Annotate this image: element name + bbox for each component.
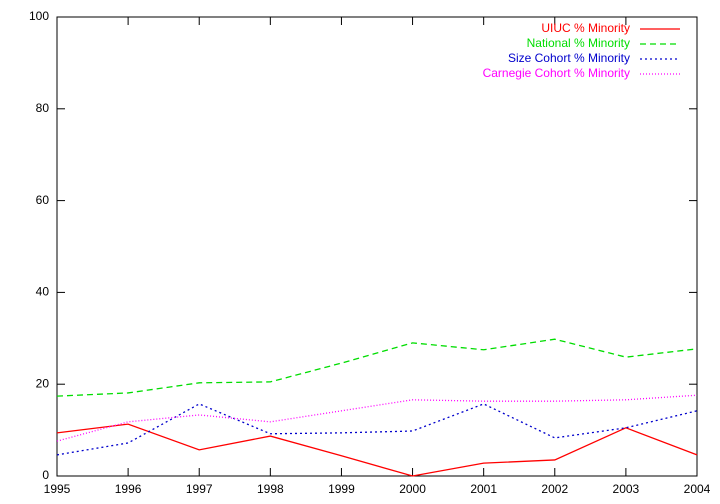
series-line [56, 338, 698, 397]
x-tick-label: 2003 [613, 482, 640, 496]
x-tick-label: 1995 [44, 482, 71, 496]
y-tick-label: 40 [36, 285, 50, 299]
y-tick-label: 0 [42, 468, 49, 482]
series-line [56, 403, 698, 456]
y-tick-label: 60 [36, 193, 50, 207]
x-tick-label: 2001 [470, 482, 497, 496]
x-tick-label: 1997 [186, 482, 213, 496]
x-tick-label: 2000 [399, 482, 426, 496]
legend-label: Size Cohort % Minority [508, 51, 630, 65]
x-tick-label: 2002 [541, 482, 568, 496]
legend-label: National % Minority [527, 36, 630, 50]
x-tick-label: 2004 [684, 482, 711, 496]
y-tick-label: 100 [29, 9, 49, 23]
plot-frame [56, 16, 698, 477]
legend-label: Carnegie Cohort % Minority [483, 66, 630, 80]
x-tick-label: 1996 [115, 482, 142, 496]
y-tick-label: 20 [36, 376, 50, 390]
x-tick-label: 1998 [257, 482, 284, 496]
series-line [56, 423, 698, 477]
legend-label: UIUC % Minority [541, 21, 630, 35]
y-tick-label: 80 [36, 101, 50, 115]
series-line [56, 394, 698, 442]
x-tick-label: 1999 [328, 482, 355, 496]
